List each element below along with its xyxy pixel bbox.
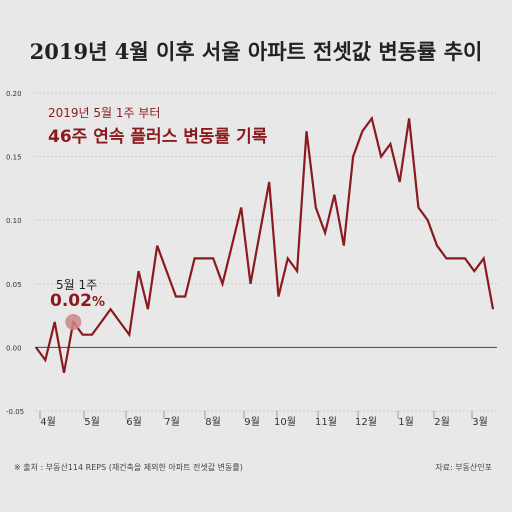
x-tick-label: 7월 [164,416,180,428]
x-tick-label: 3월 [472,416,488,428]
series-line [35,115,495,373]
x-tick-label: 10월 [274,416,296,428]
source-note: ※ 출처 : 부동산114 REPS (재건축을 제외한 아파트 전셋값 변동률… [14,463,243,472]
highlight-marker [65,313,82,330]
y-tick-label: 0.10 [6,217,22,225]
x-tick-label: 5월 [84,416,100,428]
credit-note: 자료: 부동산인포 [435,463,492,472]
x-tick-label: 4월 [40,416,56,428]
x-tick-label: 12월 [355,416,377,428]
x-tick-label: 2월 [434,416,450,428]
annotation-subtitle-large: 46주 연속 플러스 변동률 기록 [48,127,268,147]
y-tick-label: 0.00 [6,344,22,352]
callout-number: 0.02 [50,291,92,311]
x-tick-label: 11월 [315,416,337,428]
x-tick-label: 1월 [398,416,414,428]
callout-label: 5월 1주 [56,278,98,292]
x-tick-label: 9월 [244,416,260,428]
callout-unit: % [91,295,105,310]
annotation-subtitle-small: 2019년 5월 1주 부터 [48,106,161,120]
callout-value: 0.02% [50,291,105,311]
y-tick-label: 0.20 [6,90,22,98]
x-tick-label: 6월 [126,416,142,428]
x-tick-label: 8월 [205,416,221,428]
y-tick-label: 0.05 [6,281,22,289]
chart-title: 2019년 4월 이후 서울 아파트 전셋값 변동률 추이 [29,39,483,64]
y-tick-label: -0.05 [6,408,24,416]
y-tick-label: 0.15 [6,154,22,162]
